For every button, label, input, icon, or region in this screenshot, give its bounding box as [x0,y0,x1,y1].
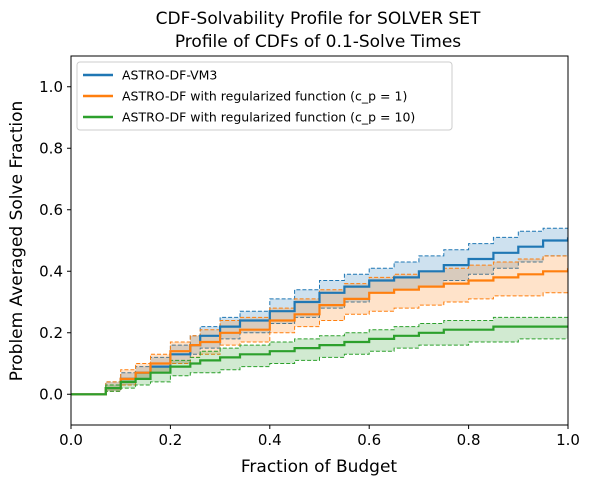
y-tick-label: 0.0 [39,385,63,403]
series-2-lower-bound [71,338,568,395]
y-tick-label: 0.8 [39,139,63,157]
legend-label-1: ASTRO-DF with regularized function (c_p … [122,89,407,104]
x-tick-label: 1.0 [556,431,580,449]
x-tick-label: 0.6 [357,431,381,449]
x-tick-label: 0.4 [258,431,282,449]
series-1-lower-bound [71,292,568,395]
y-axis-ticks: 0.0 0.2 0.4 0.6 0.8 1.0 [39,78,71,403]
legend-box [76,61,453,131]
y-tick-label: 1.0 [39,78,63,96]
x-tick-label: 0.2 [158,431,182,449]
chart-title: CDF-Solvability Profile for SOLVER SET [156,9,481,29]
chart-subtitle: Profile of CDFs of 0.1-Solve Times [175,32,461,52]
series-1-line [71,268,568,396]
y-tick-label: 0.4 [39,262,63,280]
y-tick-label: 0.2 [39,324,63,342]
x-axis-ticks: 0.0 0.2 0.4 0.6 0.8 1.0 [59,425,580,449]
series-0-upper-bound [71,225,568,395]
series-2-band [71,314,568,395]
series-2-line [71,325,568,396]
x-tick-label: 0.8 [457,431,481,449]
y-tick-label: 0.6 [39,201,63,219]
series-lines [71,237,568,396]
plot-area [71,225,568,396]
plot-frame [70,55,569,426]
x-tick-label: 0.0 [59,431,83,449]
legend: ASTRO-DF-VM3 ASTRO-DF with regularized fu… [76,61,453,131]
y-axis-label: Problem Averaged Solve Fraction [7,101,27,382]
legend-label-0: ASTRO-DF-VM3 [122,68,217,83]
x-axis-label: Fraction of Budget [241,457,398,477]
legend-label-2: ASTRO-DF with regularized function (c_p … [122,110,415,125]
